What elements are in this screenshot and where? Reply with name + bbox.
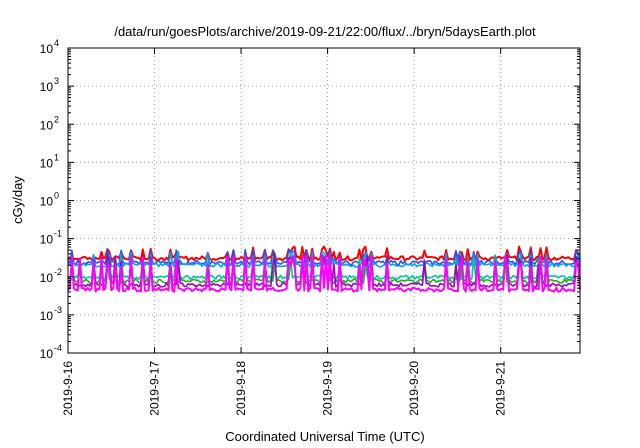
y-tick-exponent: -2 bbox=[54, 267, 62, 277]
y-tick-exponent: 2 bbox=[54, 114, 59, 124]
x-tick-label: 2019-9-18 bbox=[234, 361, 248, 416]
y-tick-label: 10 bbox=[40, 195, 54, 209]
y-tick-label: 10 bbox=[40, 309, 54, 323]
x-tick-label: 2019-9-16 bbox=[61, 361, 75, 416]
grid-lines bbox=[68, 48, 580, 353]
chart-title: /data/run/goesPlots/archive/2019-09-21/2… bbox=[114, 24, 536, 39]
y-tick-exponent: -4 bbox=[54, 343, 62, 353]
x-tick-label: 2019-9-19 bbox=[321, 361, 335, 416]
y-tick-label: 10 bbox=[40, 118, 54, 132]
y-tick-label: 10 bbox=[40, 233, 54, 247]
x-tick-label: 2019-9-21 bbox=[494, 361, 508, 416]
y-tick-exponent: -1 bbox=[54, 229, 62, 239]
series-line bbox=[67, 254, 581, 293]
y-tick-exponent: 4 bbox=[54, 38, 59, 48]
y-tick-exponent: 3 bbox=[54, 76, 59, 86]
y-tick-exponent: -3 bbox=[54, 305, 62, 315]
x-tick-label: 2019-9-20 bbox=[407, 361, 421, 416]
y-tick-exponent: 0 bbox=[54, 191, 59, 201]
x-tick-label: 2019-9-17 bbox=[148, 361, 162, 416]
y-tick-exponent: 1 bbox=[54, 152, 59, 162]
y-axis-label: cGy/day bbox=[10, 176, 25, 224]
x-axis-ticks: 2019-9-16 2019-9-17 2019-9-18 2019-9-19 2019… bbox=[61, 48, 508, 416]
y-tick-label: 10 bbox=[40, 42, 54, 56]
x-axis-label: Coordinated Universal Time (UTC) bbox=[225, 429, 424, 444]
y-tick-label: 10 bbox=[40, 271, 54, 285]
series-group bbox=[67, 245, 581, 293]
y-tick-label: 10 bbox=[40, 156, 54, 170]
y-tick-label: 10 bbox=[40, 80, 54, 94]
y-tick-label: 10 bbox=[40, 347, 54, 361]
